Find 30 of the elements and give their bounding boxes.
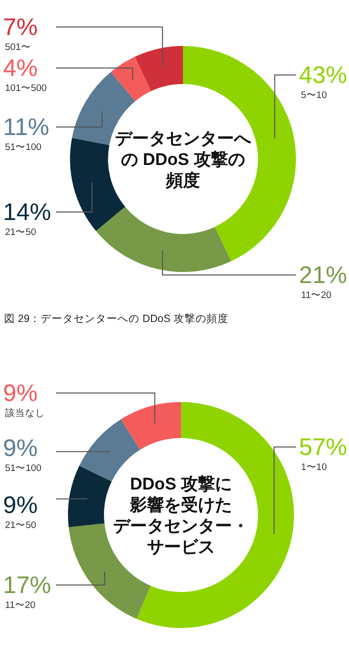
data-label: 43% — [299, 62, 348, 89]
category: 501〜 — [5, 42, 31, 53]
title: サービス — [147, 538, 215, 556]
title: DDoS 攻撃に — [130, 474, 232, 494]
data-label: 7% — [3, 14, 38, 41]
category: 1〜10 — [301, 462, 327, 473]
data-label: 4% — [3, 55, 38, 82]
category: 11〜20 — [5, 600, 36, 611]
category: 21〜50 — [5, 227, 36, 238]
category: 51〜100 — [5, 142, 42, 153]
category: 11〜20 — [301, 290, 332, 301]
data-label: 11% — [3, 114, 50, 141]
title: の DDoS 攻撃の — [121, 150, 245, 169]
data-label: 14% — [3, 199, 52, 226]
annotation: 図 29：データセンターへの DDoS 攻撃の頻度 — [4, 313, 228, 325]
data-label: 9% — [3, 380, 38, 407]
data-label: 17% — [3, 572, 52, 599]
data-label: 9% — [3, 492, 38, 519]
data-label: 21% — [299, 262, 348, 289]
category: 5〜10 — [301, 90, 327, 101]
category: 21〜50 — [5, 520, 36, 531]
title: データセンター・ — [113, 516, 249, 536]
data-label: 9% — [3, 435, 38, 462]
title: 影響を受けた — [130, 496, 232, 514]
category: 51〜100 — [5, 463, 42, 474]
category: 101〜500 — [5, 83, 47, 94]
title: 頻度 — [166, 171, 200, 190]
title: データセンターへ — [115, 129, 251, 148]
category: 該当なし — [5, 408, 45, 419]
data-label: 57% — [299, 434, 348, 461]
